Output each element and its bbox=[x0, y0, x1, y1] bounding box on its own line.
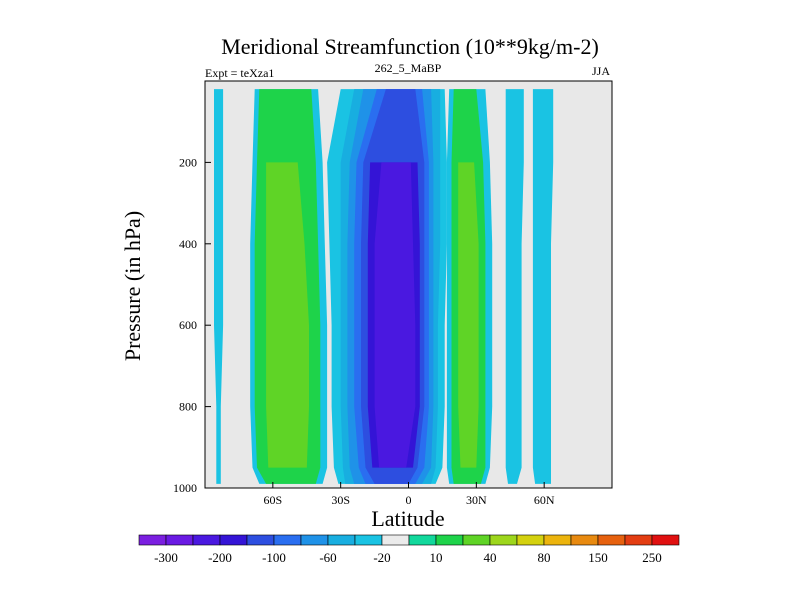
colorbar-tick-label: -60 bbox=[319, 550, 336, 565]
colorbar-tick-label: -200 bbox=[208, 550, 232, 565]
colorbar-swatch bbox=[327, 534, 356, 546]
colorbar-tick-label: 250 bbox=[642, 550, 662, 565]
colorbar-tick-label: -20 bbox=[373, 550, 390, 565]
colorbar-swatch bbox=[543, 534, 572, 546]
colorbar-swatch bbox=[435, 534, 464, 546]
north-positive-cell-band-13 bbox=[458, 162, 479, 468]
x-tick-label: 60S bbox=[263, 493, 282, 507]
colorbar-swatch bbox=[300, 534, 329, 546]
x-axis: 60S 30S 0 30N 60N bbox=[263, 482, 555, 507]
season-label: JJA bbox=[592, 64, 610, 78]
x-tick-label: 30S bbox=[331, 493, 350, 507]
colorbar-tick-label: 150 bbox=[588, 550, 608, 565]
x-tick-label: 60N bbox=[534, 493, 555, 507]
colorbar-labels: -300 -200 -100 -60 -20 10 40 80 150 250 bbox=[154, 550, 662, 565]
run-label: 262_5_MaBP bbox=[375, 61, 442, 75]
y-tick-label: 800 bbox=[179, 400, 197, 414]
colorbar bbox=[138, 534, 680, 546]
colorbar-swatch bbox=[408, 534, 437, 546]
colorbar-swatch bbox=[165, 534, 194, 546]
colorbar-tick-label: 80 bbox=[538, 550, 551, 565]
contour-bands bbox=[214, 89, 554, 484]
colorbar-tick-label: 10 bbox=[430, 550, 443, 565]
colorbar-tick-label: 40 bbox=[484, 550, 497, 565]
colorbar-swatch bbox=[570, 534, 599, 546]
north-mid-cell-band-14 bbox=[505, 89, 524, 484]
colorbar-swatch bbox=[651, 534, 680, 546]
y-axis-label: Pressure (in hPa) bbox=[120, 211, 145, 361]
colorbar-swatch bbox=[246, 534, 275, 546]
x-tick-label: 30N bbox=[466, 493, 487, 507]
y-tick-label: 1000 bbox=[173, 481, 197, 495]
colorbar-swatch bbox=[219, 534, 248, 546]
x-tick-label: 0 bbox=[406, 493, 412, 507]
y-tick-label: 600 bbox=[179, 318, 197, 332]
colorbar-swatch bbox=[192, 534, 221, 546]
colorbar-swatch bbox=[138, 534, 167, 546]
colorbar-tick-label: -300 bbox=[154, 550, 178, 565]
x-axis-label: Latitude bbox=[371, 506, 444, 531]
colorbar-swatch bbox=[462, 534, 491, 546]
colorbar-swatch bbox=[624, 534, 653, 546]
experiment-label: Expt = teXza1 bbox=[205, 66, 274, 80]
colorbar-swatch bbox=[597, 534, 626, 546]
far-south-cell-band-0 bbox=[214, 89, 224, 484]
y-axis: 200 400 600 800 1000 bbox=[173, 155, 211, 495]
tropical-negative-cell-band-10 bbox=[374, 162, 416, 468]
colorbar-swatch bbox=[489, 534, 518, 546]
colorbar-tick-label: -100 bbox=[262, 550, 286, 565]
colorbar-swatch bbox=[354, 534, 383, 546]
y-tick-label: 400 bbox=[179, 237, 197, 251]
colorbar-swatch bbox=[381, 534, 410, 546]
colorbar-swatch bbox=[273, 534, 302, 546]
chart-title: Meridional Streamfunction (10**9kg/m-2) bbox=[221, 34, 599, 59]
y-tick-label: 200 bbox=[179, 155, 197, 169]
colorbar-swatch bbox=[516, 534, 545, 546]
north-high-cell-band-15 bbox=[532, 89, 554, 484]
south-positive-cell-band-3 bbox=[266, 162, 309, 468]
